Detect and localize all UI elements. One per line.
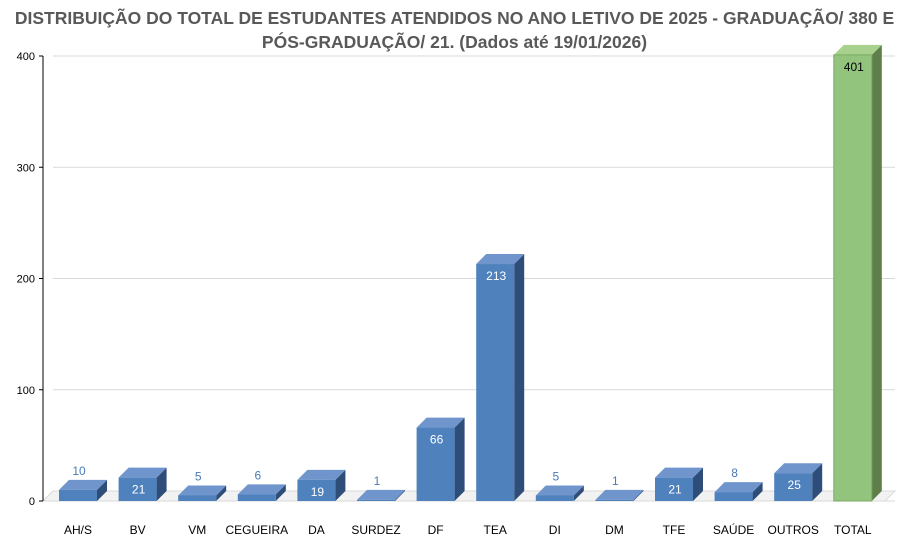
x-tick-label: SAÚDE	[713, 522, 754, 537]
chart-floor	[41, 490, 897, 502]
bar-top	[774, 463, 823, 474]
x-tick-label: BV	[130, 523, 146, 537]
x-tick-label: VM	[188, 523, 206, 537]
bar-top	[357, 489, 405, 500]
bar-side	[633, 489, 644, 501]
bar-side	[335, 469, 346, 501]
bar-ah-s: 10	[59, 464, 107, 501]
bar-front	[59, 489, 97, 501]
data-label: 6	[254, 468, 261, 482]
bar-top	[833, 44, 882, 55]
y-tick-label: 300	[17, 162, 35, 174]
bar-side	[871, 44, 882, 501]
bar-front	[237, 494, 276, 501]
bar-front	[774, 473, 813, 501]
bar-front	[535, 495, 574, 501]
data-label: 10	[72, 464, 86, 478]
y-axis: 0 100 200 300 400	[17, 51, 44, 508]
bar-top	[237, 484, 286, 495]
bar-tfe: 21	[655, 467, 703, 501]
bar-front	[476, 264, 515, 501]
bar-side	[514, 254, 525, 501]
bar-top	[714, 482, 763, 493]
bar-da: 19	[297, 469, 346, 501]
bar-sa-de: 8	[714, 466, 763, 501]
data-label: 1	[612, 474, 619, 488]
bar-bv: 21	[118, 467, 167, 501]
bar-front	[297, 479, 336, 501]
bar-top	[59, 479, 107, 490]
bar-front	[416, 427, 455, 501]
data-label: 8	[731, 466, 738, 480]
bars: 10 21 5 6 19 1 66 213 5 1 21 8 25 401	[59, 44, 882, 502]
data-label: 5	[552, 469, 559, 483]
chart-title-line-2: PÓS-GRADUAÇÃO/ 21. (Dados até 19/01/2026…	[261, 32, 648, 52]
bar-front	[595, 499, 634, 501]
x-tick-label: CEGUEIRA	[225, 523, 288, 537]
bar-side	[693, 467, 703, 501]
bar-top	[297, 469, 346, 480]
bar-vm: 5	[178, 469, 227, 501]
x-tick-label: AH/S	[64, 523, 92, 537]
bar-front	[833, 54, 873, 502]
x-axis: AH/S BV VM CEGUEIRA DA SURDEZ DF TEA DI DM TFE SAÚD…	[64, 522, 872, 537]
bar-tea: 213	[476, 254, 525, 501]
bar-side	[156, 467, 167, 501]
data-label: 401	[844, 60, 864, 74]
y-tick-label: 100	[17, 385, 35, 397]
x-tick-label: DI	[549, 523, 561, 537]
bar-cegueira: 6	[237, 468, 286, 501]
data-label: 25	[788, 478, 802, 492]
y-tick-label: 400	[17, 51, 35, 63]
bar-side	[216, 485, 227, 501]
bar-front	[714, 492, 753, 501]
bar-outros: 25	[774, 463, 823, 501]
bar-top	[178, 485, 227, 496]
bar-top	[535, 485, 584, 496]
bar-top	[655, 467, 703, 478]
bar-side	[275, 484, 286, 501]
x-tick-label: DF	[428, 523, 444, 537]
bar-di: 5	[535, 469, 584, 501]
bar-df: 66	[416, 417, 465, 501]
chart-title-line-1: DISTRIBUIÇÃO DO TOTAL DE ESTUDANTES ATEN…	[14, 8, 895, 28]
x-tick-label: DM	[605, 523, 624, 537]
data-label: 1	[374, 474, 381, 488]
bar-side	[454, 417, 465, 501]
y-tick-label: 0	[29, 496, 35, 508]
bar-side	[812, 463, 823, 501]
bar-dm: 1	[595, 474, 644, 501]
x-tick-label: DA	[308, 523, 325, 537]
bar-top	[476, 254, 525, 265]
chart-title: DISTRIBUIÇÃO DO TOTAL DE ESTUDANTES ATEN…	[0, 6, 909, 54]
bar-front	[178, 495, 217, 501]
bar-front	[655, 477, 693, 501]
x-tick-label: TFE	[663, 523, 686, 537]
x-tick-label: SURDEZ	[351, 523, 400, 537]
data-label: 21	[132, 483, 146, 497]
bar-side	[573, 485, 584, 501]
data-label: 21	[668, 483, 682, 497]
bar-side	[752, 482, 763, 501]
bar-top	[118, 467, 167, 478]
bar-top	[595, 489, 644, 500]
data-label: 66	[430, 433, 444, 447]
x-tick-label: OUTROS	[768, 523, 819, 537]
data-label: 213	[486, 269, 506, 283]
data-label: 5	[195, 469, 202, 483]
bar-front	[357, 499, 395, 501]
bar-top	[416, 417, 465, 428]
y-tick-label: 200	[17, 274, 35, 286]
x-tick-label: TEA	[484, 523, 507, 537]
bar-front	[118, 477, 157, 501]
data-label: 19	[311, 485, 325, 499]
bar-surdez: 1	[357, 474, 405, 501]
gridlines	[41, 55, 897, 502]
x-tick-label: TOTAL	[834, 523, 872, 537]
bar-side	[395, 489, 405, 501]
bar-side	[97, 479, 107, 501]
bar-total: 401	[833, 44, 882, 502]
